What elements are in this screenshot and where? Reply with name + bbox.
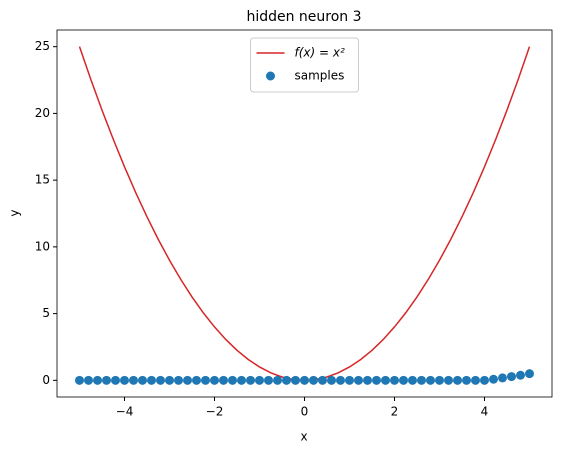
scatter-point	[444, 375, 453, 385]
legend-label: samples	[295, 69, 345, 83]
scatter-point	[237, 375, 246, 385]
scatter-point	[318, 375, 327, 385]
scatter-point	[453, 375, 462, 385]
scatter-point	[147, 375, 156, 385]
scatter-point	[84, 375, 93, 385]
scatter-point	[309, 375, 318, 385]
y-tick-label: 15	[35, 173, 50, 187]
legend-marker	[266, 71, 275, 81]
scatter-point	[426, 375, 435, 385]
scatter-point	[471, 375, 480, 385]
legend-label: f(x) = x²	[295, 46, 345, 60]
scatter-point	[390, 375, 399, 385]
scatter-point	[327, 375, 336, 385]
scatter-point	[507, 372, 516, 382]
plot-frame	[56, 29, 553, 398]
legend-box	[250, 37, 359, 93]
scatter-point	[489, 374, 498, 384]
scatter-point	[174, 375, 183, 385]
scatter-point	[183, 375, 192, 385]
scatter-point	[228, 375, 237, 385]
scatter-point	[408, 375, 417, 385]
scatter-point	[120, 375, 129, 385]
line-series	[78, 46, 531, 382]
scatter-point	[435, 375, 444, 385]
y-tick-label: 0	[42, 373, 50, 387]
scatter-point	[336, 375, 345, 385]
scatter-point	[192, 375, 201, 385]
scatter-point	[246, 375, 255, 385]
scatter-point	[291, 375, 300, 385]
scatter-point	[372, 375, 381, 385]
scatter-point	[156, 375, 165, 385]
scatter-point	[210, 375, 219, 385]
scatter-point	[525, 369, 534, 379]
scatter-point	[129, 375, 138, 385]
scatter-point	[354, 375, 363, 385]
y-tick-label: 10	[35, 239, 50, 253]
scatter-point	[480, 375, 489, 385]
scatter-point	[111, 375, 120, 385]
y-axis-label: y	[8, 209, 22, 216]
scatter-point	[282, 375, 291, 385]
y-tick-label: 25	[35, 39, 50, 53]
chart-title: hidden neuron 3	[246, 9, 361, 25]
x-axis-label: x	[300, 430, 307, 444]
x-tick-label: 4	[481, 405, 489, 419]
y-tick-label: 5	[42, 306, 50, 320]
scatter-point	[417, 375, 426, 385]
scatter-point	[381, 375, 390, 385]
x-tick-label: 0	[301, 405, 309, 419]
scatter-point	[273, 375, 282, 385]
x-tick-label: −2	[206, 405, 224, 419]
x-tick-label: −4	[116, 405, 134, 419]
scatter-point	[462, 375, 471, 385]
scatter-point	[102, 375, 111, 385]
y-tick-label: 20	[35, 106, 50, 120]
scatter-point	[255, 375, 264, 385]
scatter-point	[219, 375, 228, 385]
scatter-point	[93, 375, 102, 385]
scatter-point	[201, 375, 210, 385]
scatter-point	[300, 375, 309, 385]
scatter-point	[363, 375, 372, 385]
scatter-point	[138, 375, 147, 385]
x-tick-label: 2	[391, 405, 399, 419]
scatter-point	[345, 375, 354, 385]
scatter-point	[498, 373, 507, 383]
scatter-point	[165, 375, 174, 385]
scatter-point	[75, 375, 84, 385]
scatter-point	[399, 375, 408, 385]
scatter-point	[516, 370, 525, 380]
scatter-point	[264, 375, 273, 385]
